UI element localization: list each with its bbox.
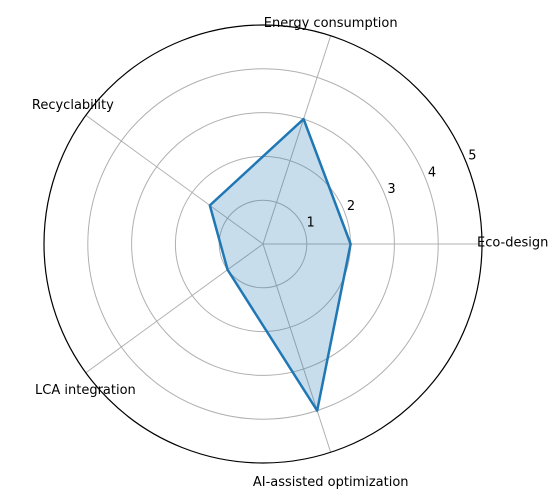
axis-spoke [262,243,332,453]
axis-spoke [85,114,264,245]
axis-spoke [85,243,264,374]
radial-tick-label: 4 [428,166,436,181]
radial-tick-label: 1 [307,216,315,231]
label-layer: Eco-design Energy consumption Recyclabilit… [32,16,548,490]
category-label: LCA integration [35,383,136,398]
series-line [208,117,352,412]
radial-tick-label: 5 [468,149,476,164]
category-label: Recyclability [32,98,114,113]
series-layer [208,117,352,412]
category-label: Eco-design [477,236,548,251]
plot-frame [43,24,483,464]
axis-spoke [262,35,332,245]
radial-tick-label: 3 [387,182,395,197]
category-label: Energy consumption [264,16,398,31]
category-label: AI-assisted optimization [253,475,409,490]
radial-tick-label: 2 [347,199,355,214]
series-area [209,119,351,411]
